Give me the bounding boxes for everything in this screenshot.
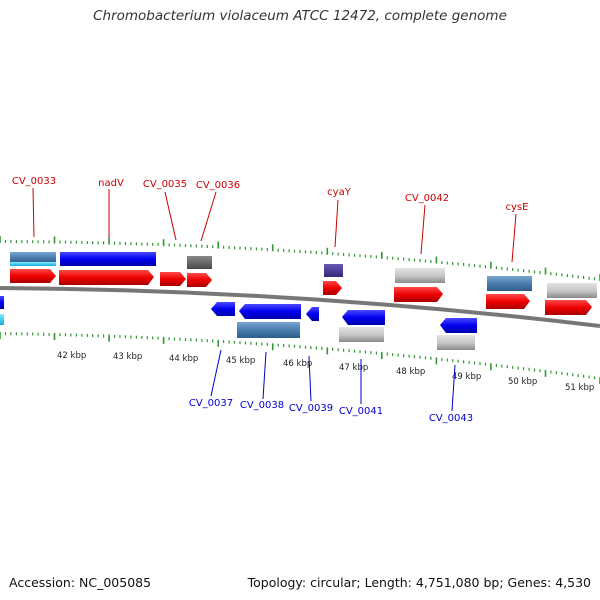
kbp-label: 43 kbp	[113, 352, 142, 362]
gene-feature[interactable]	[187, 256, 212, 269]
gene-label-cv-0033[interactable]: CV_0033	[12, 176, 56, 187]
gene-label-cv-0039[interactable]: CV_0039	[289, 403, 333, 414]
kbp-label: 45 kbp	[226, 356, 255, 366]
reverse-feature-row	[0, 314, 475, 350]
cds-arrow-forward[interactable]	[486, 294, 530, 309]
gene-feature[interactable]	[10, 252, 56, 263]
gene-label-cv-0042[interactable]: CV_0042	[405, 193, 449, 204]
cds-arrow-reverse[interactable]	[239, 304, 301, 319]
reverse-gene-labels: CV_0037 CV_0038 CV_0039 CV_0041 CV_0043	[189, 349, 473, 424]
gene-label-cv-0037[interactable]: CV_0037	[189, 398, 233, 409]
cds-arrow-forward[interactable]	[545, 300, 592, 315]
kbp-label: 51 kbp	[565, 383, 594, 393]
cds-arrow-reverse[interactable]	[342, 310, 385, 325]
label-leader-line	[511, 213, 517, 263]
gene-feature[interactable]	[395, 268, 445, 283]
forward-feature-row	[10, 252, 597, 298]
cds-feature-reverse[interactable]	[0, 296, 4, 309]
kbp-label: 46 kbp	[283, 359, 312, 369]
cds-arrow-forward[interactable]	[59, 270, 154, 285]
label-leader-line	[334, 199, 339, 248]
cds-arrow-reverse[interactable]	[440, 318, 477, 333]
kbp-label: 47 kbp	[339, 363, 368, 373]
kbp-labels: 42 kbp 43 kbp 44 kbp 45 kbp 46 kbp 47 kb…	[57, 351, 594, 393]
inner-tick-marks	[0, 332, 600, 384]
gene-label-nadv[interactable]: nadV	[98, 178, 124, 189]
kbp-label: 49 kbp	[452, 372, 481, 382]
gene-label-cyse[interactable]: cysE	[506, 202, 529, 213]
gene-feature[interactable]	[0, 314, 4, 325]
gene-feature[interactable]	[237, 322, 300, 338]
forward-cds-row	[10, 269, 592, 315]
gene-label-cv-0035[interactable]: CV_0035	[143, 179, 187, 190]
label-leader-line	[210, 349, 222, 397]
gene-label-cyay[interactable]: cyaY	[327, 187, 352, 198]
cds-arrow-forward[interactable]	[187, 273, 212, 287]
label-leader-line	[420, 204, 426, 255]
gene-feature[interactable]	[10, 262, 56, 266]
cds-arrow-forward[interactable]	[323, 281, 342, 295]
outer-tick-marks	[0, 236, 600, 281]
kbp-label: 42 kbp	[57, 351, 86, 361]
gene-feature[interactable]	[437, 335, 475, 350]
cds-arrow-forward[interactable]	[394, 287, 443, 302]
gene-label-cv-0041[interactable]: CV_0041	[339, 406, 383, 417]
kbp-label: 48 kbp	[396, 367, 425, 377]
gene-feature[interactable]	[60, 252, 156, 266]
reverse-cds-row	[0, 296, 477, 333]
label-leader-line	[164, 191, 177, 241]
gene-label-cv-0038[interactable]: CV_0038	[240, 400, 284, 411]
accession-text: Accession: NC_005085	[9, 575, 152, 590]
gene-label-cv-0043[interactable]: CV_0043	[429, 413, 473, 424]
kbp-label: 50 kbp	[508, 377, 537, 387]
gene-label-cv-0036[interactable]: CV_0036	[196, 180, 240, 191]
cds-arrow-forward[interactable]	[10, 269, 56, 283]
genome-title: Chromobacterium violaceum ATCC 12472, co…	[93, 8, 507, 24]
gene-feature[interactable]	[324, 264, 343, 277]
cds-arrow-forward[interactable]	[160, 272, 186, 286]
label-leader-line	[262, 351, 267, 400]
label-leader-line	[200, 191, 217, 242]
label-leader-line	[451, 364, 456, 412]
cds-arrow-reverse[interactable]	[306, 307, 319, 321]
topology-text: Topology: circular; Length: 4,751,080 bp…	[247, 575, 591, 590]
gene-feature[interactable]	[547, 283, 597, 298]
gene-feature[interactable]	[339, 327, 384, 342]
kbp-label: 44 kbp	[169, 354, 198, 364]
forward-gene-labels: CV_0033 nadV CV_0035 CV_0036 cyaY CV_004…	[12, 176, 529, 263]
gene-feature[interactable]	[487, 276, 532, 291]
label-leader-line	[308, 355, 312, 402]
genome-backbone	[0, 286, 600, 328]
label-leader-line	[32, 187, 35, 238]
cds-arrow-reverse[interactable]	[211, 302, 235, 316]
